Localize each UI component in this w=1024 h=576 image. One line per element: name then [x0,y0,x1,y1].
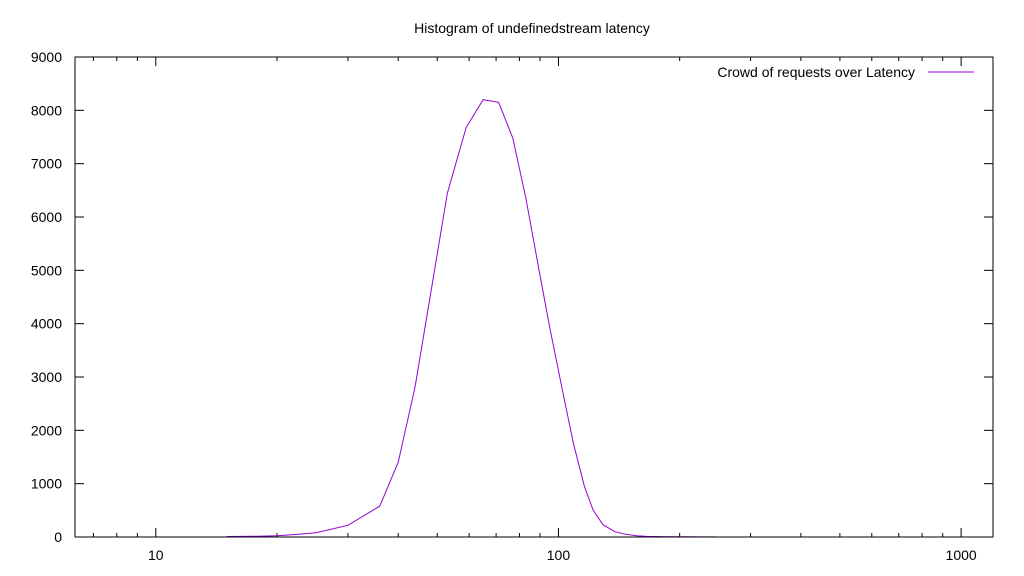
legend: Crowd of requests over Latency [717,64,974,80]
y-tick-label: 2000 [31,422,62,438]
legend-label: Crowd of requests over Latency [717,64,915,80]
y-tick-label: 4000 [31,316,62,332]
chart-title: Histogram of undefinedstream latency [414,20,650,36]
y-tick-label: 5000 [31,262,62,278]
y-tick-label: 7000 [31,156,62,172]
y-tick-label: 0 [54,529,62,545]
x-tick-label: 10 [148,547,164,563]
y-tick-label: 9000 [31,49,62,65]
plot-frame [74,56,994,538]
axis-ticks [75,56,993,538]
y-tick-label: 1000 [31,476,62,492]
y-tick-label: 6000 [31,209,62,225]
axis-tick-labels: 0 1000 2000 3000 4000 5000 6000 7000 8000 9000 10 1… [31,49,977,563]
y-tick-label: 8000 [31,102,62,118]
x-tick-label: 100 [547,547,571,563]
series-line-0 [226,99,716,538]
y-tick-label: 3000 [31,369,62,385]
x-tick-label: 1000 [946,547,977,563]
series-layer [226,99,716,538]
